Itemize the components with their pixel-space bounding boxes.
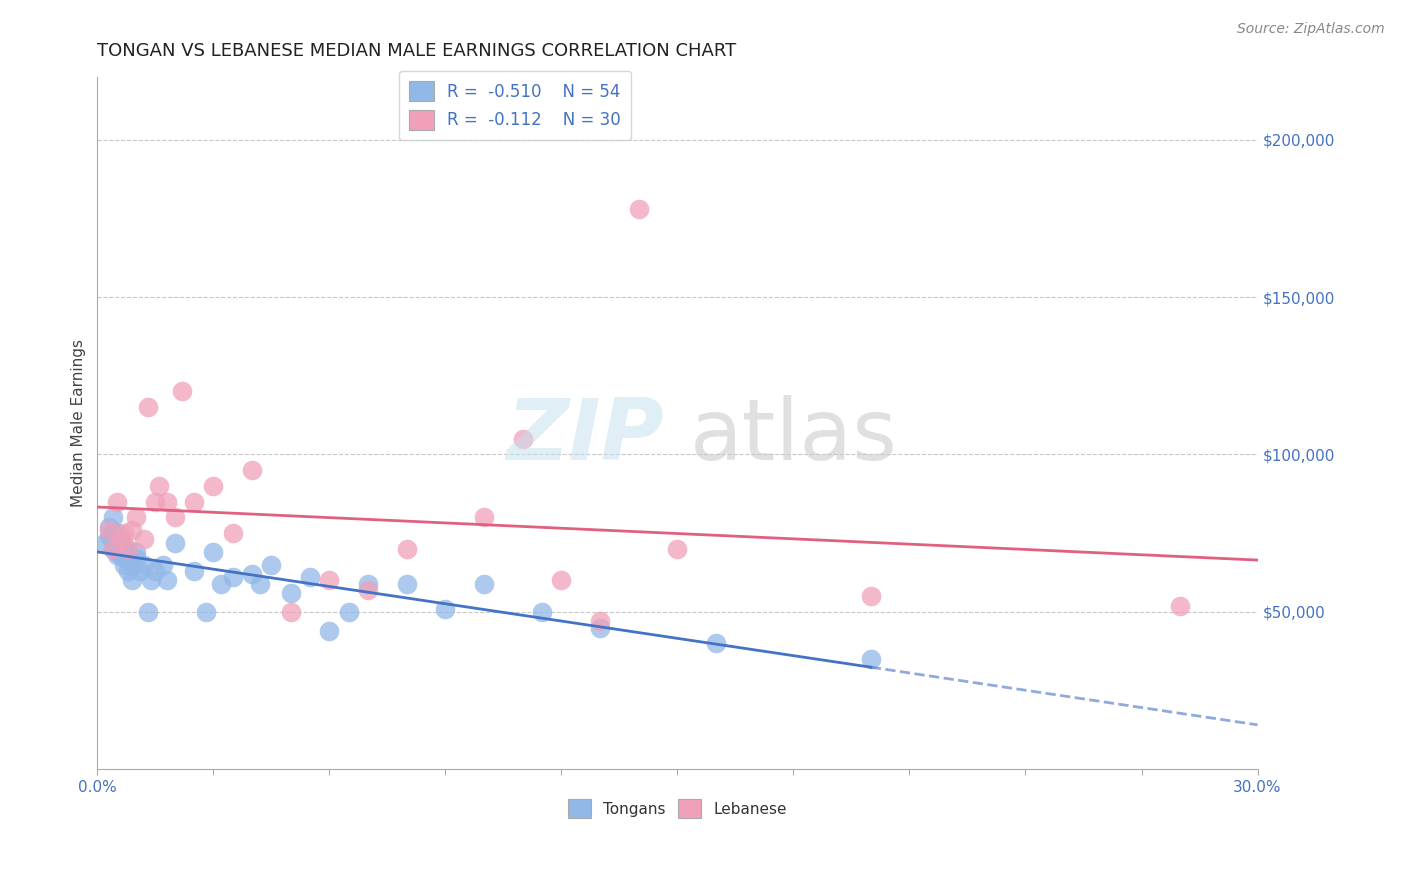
Point <box>472 510 495 524</box>
Point <box>512 432 534 446</box>
Point <box>117 564 139 578</box>
Point <box>222 570 245 584</box>
Y-axis label: Median Male Earnings: Median Male Earnings <box>72 339 86 507</box>
Point <box>97 529 120 543</box>
Point <box>121 558 143 572</box>
Point <box>183 564 205 578</box>
Point <box>260 558 283 572</box>
Point <box>395 541 418 556</box>
Point <box>240 463 263 477</box>
Point <box>280 586 302 600</box>
Point <box>128 564 150 578</box>
Point <box>117 541 139 556</box>
Point <box>472 576 495 591</box>
Point <box>318 574 340 588</box>
Legend: Tongans, Lebanese: Tongans, Lebanese <box>562 793 793 824</box>
Point <box>112 545 135 559</box>
Point <box>136 605 159 619</box>
Point <box>121 574 143 588</box>
Point <box>110 545 132 559</box>
Point <box>112 558 135 572</box>
Point <box>357 582 380 597</box>
Point <box>101 541 124 556</box>
Point <box>337 605 360 619</box>
Point <box>132 533 155 547</box>
Point <box>105 494 128 508</box>
Point <box>163 535 186 549</box>
Point <box>105 526 128 541</box>
Point <box>132 558 155 572</box>
Point <box>202 545 225 559</box>
Point <box>550 574 572 588</box>
Point <box>357 576 380 591</box>
Point <box>209 576 232 591</box>
Point <box>531 605 554 619</box>
Point <box>110 533 132 547</box>
Point <box>859 589 882 603</box>
Point <box>240 567 263 582</box>
Point <box>94 535 117 549</box>
Text: Source: ZipAtlas.com: Source: ZipAtlas.com <box>1237 22 1385 37</box>
Point <box>101 510 124 524</box>
Point <box>589 621 612 635</box>
Text: ZIP: ZIP <box>506 395 664 478</box>
Point <box>125 510 148 524</box>
Text: atlas: atlas <box>689 395 897 478</box>
Point <box>105 539 128 553</box>
Point <box>141 574 163 588</box>
Point <box>156 574 179 588</box>
Point <box>112 526 135 541</box>
Point <box>280 605 302 619</box>
Point <box>97 523 120 537</box>
Point <box>202 479 225 493</box>
Point <box>627 202 650 216</box>
Point <box>110 548 132 562</box>
Point <box>704 636 727 650</box>
Point <box>110 533 132 547</box>
Point <box>101 541 124 556</box>
Point <box>125 545 148 559</box>
Point <box>172 384 194 399</box>
Point <box>97 520 120 534</box>
Point <box>112 539 135 553</box>
Point <box>105 548 128 562</box>
Point <box>222 526 245 541</box>
Point <box>117 545 139 559</box>
Point <box>299 570 322 584</box>
Point <box>143 564 166 578</box>
Point <box>112 551 135 566</box>
Point <box>117 551 139 566</box>
Point <box>666 541 689 556</box>
Point <box>1168 599 1191 613</box>
Point <box>105 545 128 559</box>
Point <box>434 601 457 615</box>
Point <box>194 605 217 619</box>
Point <box>125 551 148 566</box>
Point <box>859 652 882 666</box>
Point <box>136 401 159 415</box>
Point <box>110 535 132 549</box>
Point <box>143 494 166 508</box>
Point <box>183 494 205 508</box>
Point <box>395 576 418 591</box>
Point <box>318 624 340 638</box>
Point <box>152 558 174 572</box>
Point <box>105 535 128 549</box>
Point <box>163 510 186 524</box>
Point <box>121 523 143 537</box>
Point <box>589 615 612 629</box>
Point <box>156 494 179 508</box>
Point <box>249 576 271 591</box>
Point <box>101 526 124 541</box>
Text: TONGAN VS LEBANESE MEDIAN MALE EARNINGS CORRELATION CHART: TONGAN VS LEBANESE MEDIAN MALE EARNINGS … <box>97 42 737 60</box>
Point <box>148 479 170 493</box>
